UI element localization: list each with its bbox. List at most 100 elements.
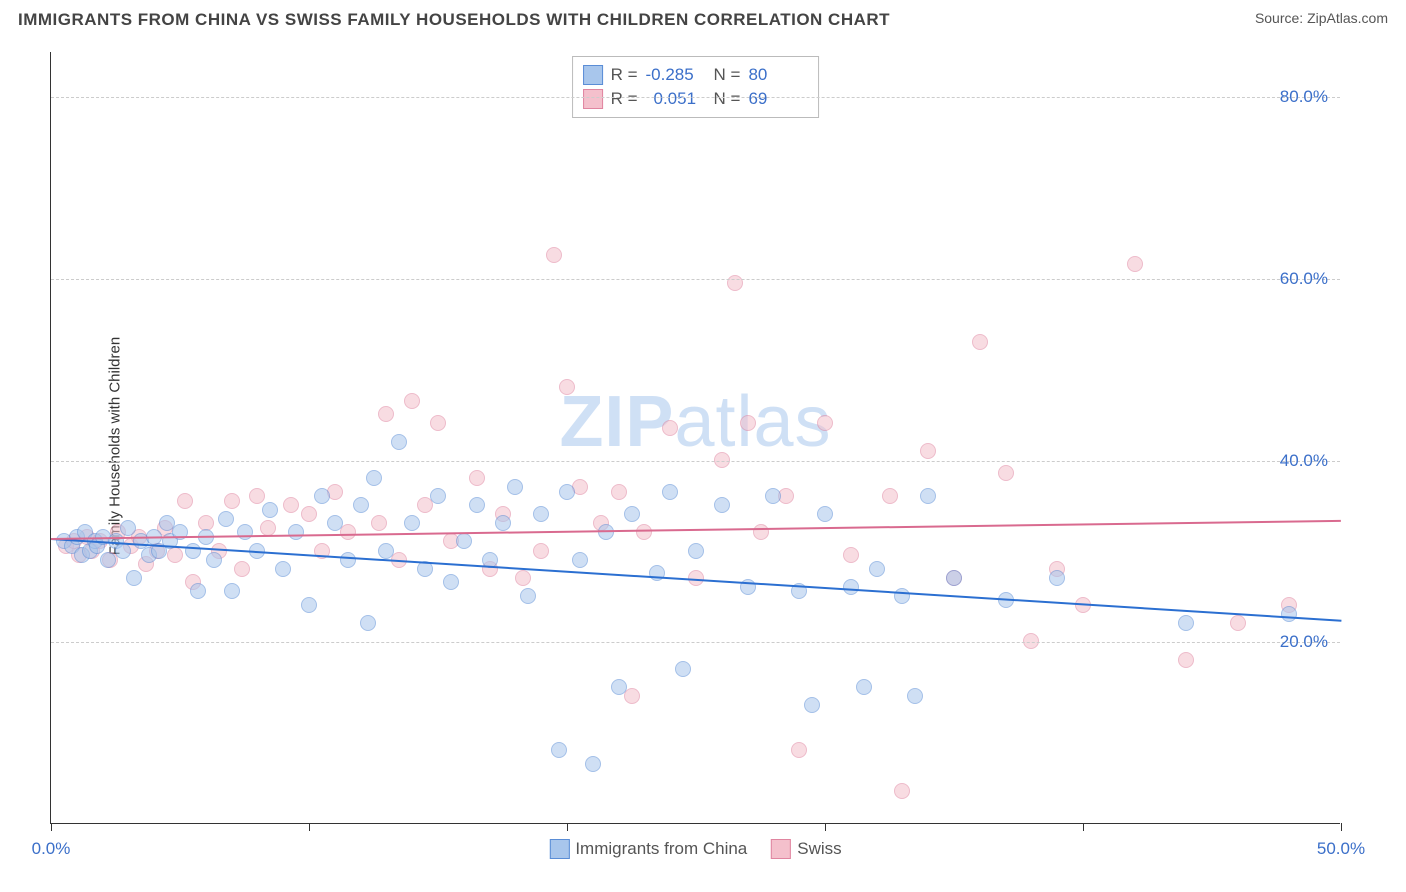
data-point <box>611 679 627 695</box>
data-point <box>920 443 936 459</box>
data-point <box>224 493 240 509</box>
data-point <box>100 552 116 568</box>
data-point <box>843 547 859 563</box>
data-point <box>288 524 304 540</box>
data-point <box>559 484 575 500</box>
data-point <box>185 543 201 559</box>
data-point <box>301 506 317 522</box>
legend-stats-row-0: R = -0.285 N = 80 <box>583 63 809 87</box>
data-point <box>275 561 291 577</box>
data-point <box>714 497 730 513</box>
legend-swatch-swiss <box>583 89 603 109</box>
y-tick-label: 20.0% <box>1280 632 1328 652</box>
data-point <box>234 561 250 577</box>
legend-swatch-swiss-icon <box>771 839 791 859</box>
data-point <box>507 479 523 495</box>
x-tick <box>825 823 826 831</box>
data-point <box>1281 606 1297 622</box>
data-point <box>894 783 910 799</box>
data-point <box>469 497 485 513</box>
chart-area: ZIPatlas R = -0.285 N = 80 R = 0.051 N =… <box>50 52 1340 824</box>
data-point <box>688 543 704 559</box>
data-point <box>404 515 420 531</box>
data-point <box>649 565 665 581</box>
gridline-h <box>51 279 1340 280</box>
data-point <box>533 543 549 559</box>
data-point <box>167 547 183 563</box>
data-point <box>791 742 807 758</box>
data-point <box>533 506 549 522</box>
data-point <box>301 597 317 613</box>
legend-n-label: N = <box>714 87 741 111</box>
data-point <box>843 579 859 595</box>
data-point <box>598 524 614 540</box>
data-point <box>907 688 923 704</box>
legend-n-value-swiss: 69 <box>748 87 808 111</box>
data-point <box>611 484 627 500</box>
data-point <box>120 520 136 536</box>
data-point <box>224 583 240 599</box>
legend-r-label: R = <box>611 87 638 111</box>
x-tick <box>567 823 568 831</box>
legend-n-value-china: 80 <box>748 63 808 87</box>
data-point <box>585 756 601 772</box>
legend-swatch-china-icon <box>549 839 569 859</box>
data-point <box>572 552 588 568</box>
data-point <box>177 493 193 509</box>
y-tick-label: 40.0% <box>1280 451 1328 471</box>
data-point <box>520 588 536 604</box>
plot-area <box>51 52 1340 823</box>
data-point <box>546 247 562 263</box>
legend-r-value-china: -0.285 <box>646 63 706 87</box>
data-point <box>920 488 936 504</box>
x-tick-label: 50.0% <box>1317 839 1365 859</box>
source-label: Source: ZipAtlas.com <box>1255 10 1388 26</box>
data-point <box>340 524 356 540</box>
data-point <box>662 420 678 436</box>
data-point <box>882 488 898 504</box>
data-point <box>624 688 640 704</box>
y-tick-label: 60.0% <box>1280 269 1328 289</box>
legend-swatch-china <box>583 65 603 85</box>
x-tick <box>51 823 52 831</box>
data-point <box>495 515 511 531</box>
data-point <box>998 465 1014 481</box>
data-point <box>371 515 387 531</box>
data-point <box>443 574 459 590</box>
data-point <box>515 570 531 586</box>
data-point <box>675 661 691 677</box>
x-tick-label: 0.0% <box>32 839 71 859</box>
legend-series: Immigrants from China Swiss <box>549 839 841 859</box>
legend-r-value-swiss: 0.051 <box>646 87 706 111</box>
data-point <box>727 275 743 291</box>
legend-r-label: R = <box>611 63 638 87</box>
x-tick <box>1083 823 1084 831</box>
data-point <box>190 583 206 599</box>
gridline-h <box>51 642 1340 643</box>
data-point <box>262 502 278 518</box>
data-point <box>456 533 472 549</box>
data-point <box>1049 570 1065 586</box>
data-point <box>662 484 678 500</box>
data-point <box>469 470 485 486</box>
data-point <box>551 742 567 758</box>
data-point <box>869 561 885 577</box>
data-point <box>856 679 872 695</box>
legend-label-swiss: Swiss <box>797 839 841 859</box>
chart-title: IMMIGRANTS FROM CHINA VS SWISS FAMILY HO… <box>18 10 890 30</box>
data-point <box>126 570 142 586</box>
data-point <box>1230 615 1246 631</box>
data-point <box>366 470 382 486</box>
gridline-h <box>51 97 1340 98</box>
legend-stats: R = -0.285 N = 80 R = 0.051 N = 69 <box>572 56 820 118</box>
data-point <box>1178 652 1194 668</box>
data-point <box>378 543 394 559</box>
data-point <box>894 588 910 604</box>
legend-label-china: Immigrants from China <box>575 839 747 859</box>
data-point <box>804 697 820 713</box>
data-point <box>559 379 575 395</box>
data-point <box>340 552 356 568</box>
data-point <box>817 415 833 431</box>
legend-stats-row-1: R = 0.051 N = 69 <box>583 87 809 111</box>
data-point <box>391 434 407 450</box>
